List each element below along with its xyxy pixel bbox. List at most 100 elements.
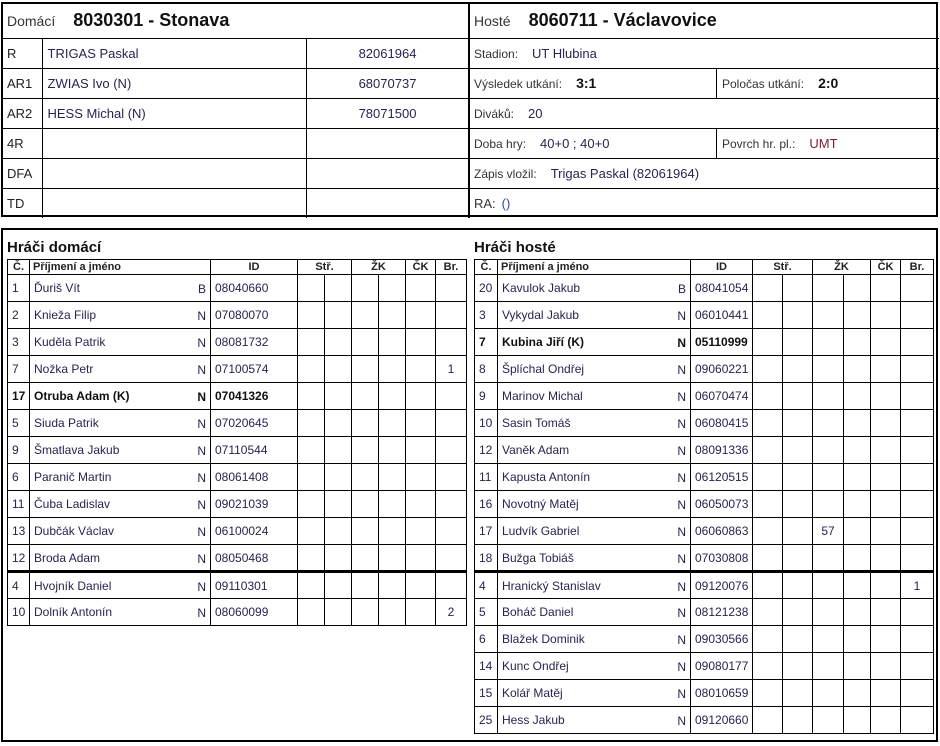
player-status: N xyxy=(677,363,686,377)
home-team-title: 8030301 - Stonava xyxy=(73,10,230,31)
goal-2 xyxy=(782,706,813,734)
red-card xyxy=(870,652,902,680)
player-row: 6 Blažek Dominik N 09030566 xyxy=(474,625,935,653)
yellow-card-2 xyxy=(377,355,407,383)
red-card xyxy=(405,274,437,302)
player-row: 8 Šplíchal Ondřej N 09060221 xyxy=(474,355,935,383)
player-id: 08121238 xyxy=(690,598,753,626)
goal-2 xyxy=(782,463,813,491)
player-row: 25 Hess Jakub N 09120660 xyxy=(474,706,935,734)
player-number: 6 xyxy=(474,625,498,653)
table-header: Č. Příjmení a jméno ID Stř. ŽK ČK Br. xyxy=(7,259,468,275)
goal-2 xyxy=(324,301,352,329)
goal-2 xyxy=(782,652,813,680)
player-name: Sasin Tomáš xyxy=(502,416,571,430)
player-status: N xyxy=(197,525,206,539)
red-card xyxy=(405,544,437,572)
duration-label: Doba hry: xyxy=(474,136,527,151)
player-id: 08010659 xyxy=(690,679,753,707)
player-id: 09110301 xyxy=(210,570,298,599)
player-id: 07020645 xyxy=(210,409,298,437)
away-label: Hosté xyxy=(474,13,511,30)
ra-value: () xyxy=(501,195,511,211)
goal-2 xyxy=(324,382,352,410)
player-number: 4 xyxy=(474,570,498,599)
player-name-cell: Sasin Tomáš N xyxy=(497,409,691,437)
player-name-cell: Paranič Martin N xyxy=(29,463,211,491)
player-name-cell: Dubčák Václav N xyxy=(29,517,211,545)
red-card xyxy=(870,679,902,707)
col-yellow: ŽK xyxy=(350,259,407,275)
player-status: N xyxy=(197,471,206,485)
red-card xyxy=(405,328,437,356)
player-number: 2 xyxy=(7,301,30,329)
player-number: 7 xyxy=(474,328,498,356)
player-number: 13 xyxy=(7,517,30,545)
player-row: 2 Knieža Filip N 07080070 xyxy=(7,301,468,329)
player-id: 07041326 xyxy=(210,382,298,410)
player-row: 18 Bužga Tobiáš N 07030808 xyxy=(474,544,935,572)
player-row: 7 Nožka Petr N 07100574 1 xyxy=(7,355,468,383)
home-officials-table: Domácí 8030301 - Stonava R TRIGAS Paskal 82… xyxy=(2,4,470,218)
official-id xyxy=(305,127,470,159)
player-row: 1 Ďuriš Vít B 08040660 xyxy=(7,274,468,302)
player-number: 10 xyxy=(474,409,498,437)
player-status: N xyxy=(197,390,206,404)
player-status: B xyxy=(197,282,206,296)
player-number: 3 xyxy=(474,301,498,329)
player-row: 17 Otruba Adam (K) N 07041326 xyxy=(7,382,468,410)
official-role: TD xyxy=(2,187,43,218)
player-status: N xyxy=(677,417,686,431)
yellow-card-2 xyxy=(842,301,872,329)
goals-conceded xyxy=(900,490,935,518)
yellow-card-1 xyxy=(812,328,844,356)
yellow-card-2 xyxy=(842,328,872,356)
goals-conceded xyxy=(900,382,935,410)
home-label: Domácí xyxy=(7,13,56,30)
red-card xyxy=(405,598,437,626)
player-name-cell: Marinov Michal N xyxy=(497,382,691,410)
player-id: 09030566 xyxy=(690,625,753,653)
yellow-card-2 xyxy=(842,409,872,437)
yellow-card-1 xyxy=(351,544,379,572)
yellow-card-2 xyxy=(377,301,407,329)
player-name-cell: Dolník Antonín N xyxy=(29,598,211,626)
yellow-card-1 xyxy=(812,274,844,302)
player-name-cell: Otruba Adam (K) N xyxy=(29,382,211,410)
goal-2 xyxy=(324,463,352,491)
spectators-label: Diváků: xyxy=(474,106,515,121)
player-number: 8 xyxy=(474,355,498,383)
goal-1 xyxy=(297,382,325,410)
goal-2 xyxy=(782,679,813,707)
player-name-cell: Čuba Ladislav N xyxy=(29,490,211,518)
player-name: Broda Adam xyxy=(34,550,101,565)
player-status: N xyxy=(197,336,206,350)
goal-2 xyxy=(782,382,813,410)
result-value: 3:1 xyxy=(576,75,597,91)
home-players-table: Č. Příjmení a jméno ID Stř. ŽK ČK Br. 1 Ďuriš Ví… xyxy=(7,259,468,626)
player-name-cell: Kubina Jiří (K) N xyxy=(497,328,691,356)
yellow-card-1 xyxy=(812,706,844,734)
goals-conceded xyxy=(435,274,468,302)
player-row: 4 Hranický Stanislav N 09120076 1 xyxy=(474,570,935,599)
official-name: TRIGAS Paskal xyxy=(41,37,307,69)
surface-value: UMT xyxy=(809,135,838,151)
yellow-card-1 xyxy=(812,490,844,518)
player-name: Kapusta Antonín xyxy=(502,470,591,484)
player-id: 07110544 xyxy=(210,436,298,464)
yellow-card-1 xyxy=(351,463,379,491)
official-id xyxy=(305,157,470,189)
yellow-card-2 xyxy=(842,652,872,680)
goal-2 xyxy=(324,436,352,464)
goals-conceded xyxy=(435,517,468,545)
yellow-card-1 xyxy=(351,301,379,329)
yellow-card-2 xyxy=(377,274,407,302)
col-id: ID xyxy=(210,259,298,275)
duration-value: 40+0 ; 40+0 xyxy=(540,135,610,151)
goal-2 xyxy=(782,570,813,599)
player-name: Vykydal Jakub xyxy=(502,308,579,322)
yellow-card-1 xyxy=(812,436,844,464)
goals-conceded: 1 xyxy=(900,570,935,599)
player-status: N xyxy=(197,363,206,377)
yellow-card-2 xyxy=(842,570,872,599)
